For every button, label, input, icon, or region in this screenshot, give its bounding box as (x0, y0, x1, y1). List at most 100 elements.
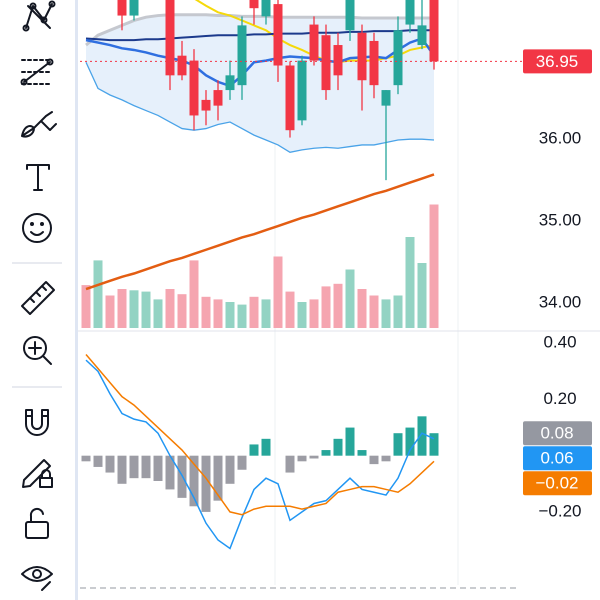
macd-pane (81, 354, 439, 550)
candle-body (201, 99, 211, 111)
histogram-bar (417, 416, 427, 456)
histogram-bar (189, 455, 199, 507)
brush-tool[interactable] (21, 111, 57, 138)
visibility-tool[interactable] (21, 566, 53, 591)
volume-bar (153, 299, 163, 328)
histogram-bar (393, 433, 403, 456)
value-label: 0.06 (540, 449, 573, 468)
histogram-bar (429, 433, 439, 456)
histogram-bar (309, 455, 319, 459)
volume-bar (309, 299, 319, 328)
histogram-bar (81, 455, 91, 462)
histogram-bar (261, 438, 271, 456)
price-pane (81, 0, 439, 328)
candle-body (165, 0, 175, 76)
volume-bar (81, 285, 91, 328)
histogram-bar (405, 427, 415, 456)
indicator-line (85, 29, 434, 42)
volume-bar (165, 289, 175, 328)
y-tick-label: 0.40 (543, 333, 576, 352)
indicator-line (85, 354, 435, 516)
y-tick-label: −0.20 (538, 501, 581, 520)
candle-body (225, 75, 235, 91)
volume-bar (117, 289, 127, 328)
pattern-tool[interactable] (22, 0, 56, 32)
candle-body (369, 40, 379, 86)
candle-body (393, 30, 403, 86)
value-label-box (523, 471, 592, 496)
candle-body (321, 35, 331, 91)
y-tick-label: 34.00 (539, 292, 582, 311)
candle-body (381, 90, 391, 106)
value-label: −0.02 (535, 474, 578, 493)
value-label: 36.95 (536, 52, 579, 71)
candle-body (261, 0, 271, 17)
volume-bar (141, 291, 151, 328)
histogram-bar (105, 455, 115, 473)
candle-body (285, 65, 295, 131)
y-tick-label: 36.00 (539, 129, 582, 148)
lock-drawings-tool[interactable] (22, 459, 53, 488)
value-label-box (523, 421, 592, 446)
magnet-tool[interactable] (25, 409, 49, 436)
histogram-bar (225, 455, 235, 484)
volume-bar (417, 263, 427, 328)
indicator-line (85, 61, 435, 153)
text-tool[interactable] (26, 164, 50, 191)
histogram-bar (333, 438, 343, 456)
volume-bar (105, 295, 115, 328)
volume-bar (213, 299, 223, 328)
candle-body (333, 45, 343, 76)
histogram-bar (201, 455, 211, 512)
histogram-bar (345, 427, 355, 456)
candle-body (117, 0, 127, 16)
y-tick-label: 0.20 (543, 389, 576, 408)
volume-bar (345, 269, 355, 328)
volume-bar (177, 294, 187, 328)
volume-bar (249, 296, 259, 328)
histogram-bar (165, 455, 175, 490)
histogram-bar (249, 444, 259, 456)
indicator-line (85, 13, 434, 47)
volume-bar (381, 299, 391, 328)
histogram-bar (285, 455, 295, 473)
value-label: 0.08 (540, 424, 573, 443)
candle-body (237, 25, 247, 86)
histogram-bar (129, 455, 139, 479)
histogram-bar (141, 455, 151, 479)
histogram-bar (93, 455, 103, 467)
volume-bar (261, 299, 271, 328)
histogram-bar (297, 455, 307, 462)
fib-tool[interactable] (20, 58, 54, 86)
value-label-box (523, 49, 592, 74)
candle-body (249, 0, 259, 9)
volume-bar (189, 260, 199, 328)
volume-bar (273, 256, 283, 328)
histogram-bar (213, 455, 223, 501)
emoji-tool[interactable] (22, 213, 52, 243)
ruler-tool[interactable] (21, 281, 55, 315)
toolbar (12, 0, 62, 591)
volume-bar (393, 295, 403, 328)
candle-body (405, 0, 415, 25)
candle-body (297, 60, 307, 121)
volume-bar (225, 302, 235, 328)
volume-bar (297, 302, 307, 328)
lock-tool[interactable] (25, 507, 49, 539)
volume-bar (237, 304, 247, 328)
volume-bar (429, 204, 439, 328)
volume-bar (357, 289, 367, 328)
candle-body (309, 24, 319, 61)
candle-body (273, 4, 283, 66)
indicator-line (85, 359, 435, 550)
zoom-tool[interactable] (23, 336, 52, 365)
histogram-bar (153, 455, 163, 481)
toolbar-divider (75, 0, 78, 600)
histogram-bar (237, 455, 247, 470)
value-label-box (523, 446, 592, 471)
histogram-bar (321, 450, 331, 456)
y-tick-label: 35.00 (539, 211, 582, 230)
volume-bar (333, 283, 343, 328)
candle-body (345, 0, 355, 31)
